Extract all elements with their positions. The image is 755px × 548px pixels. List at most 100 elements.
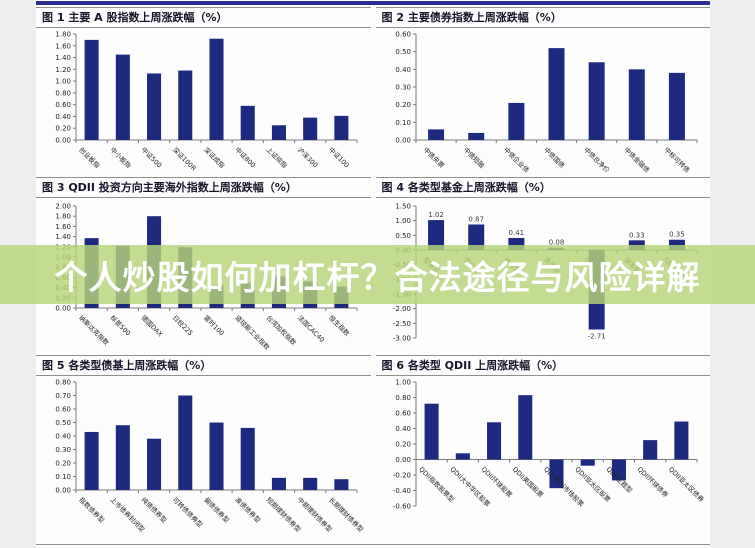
svg-text:可转债债券型: 可转债债券型 — [171, 495, 205, 529]
svg-text:中证800: 中证800 — [233, 145, 257, 169]
watermark-banner: 个人炒股如何加杠杆？合法途径与风险详解 — [0, 245, 755, 304]
svg-text:上证综指: 上证综指 — [265, 145, 290, 170]
figure-title-6: 图 6 各类型 QDII 上周涨跌幅（%） — [375, 355, 710, 376]
svg-text:指数债券型: 指数债券型 — [77, 495, 107, 525]
svg-text:标普500: 标普500 — [108, 313, 132, 337]
svg-text:1.00: 1.00 — [55, 78, 71, 86]
svg-text:1.50: 1.50 — [395, 203, 411, 211]
figure-title-3: 图 3 QDII 投资方向主要海外指数上周涨跌幅（%） — [36, 177, 371, 198]
svg-text:日经225: 日经225 — [171, 313, 195, 337]
svg-text:-0.40: -0.40 — [392, 487, 410, 495]
svg-text:-2.71: -2.71 — [587, 332, 605, 340]
svg-text:中债总净价: 中债总净价 — [582, 145, 612, 174]
svg-text:-2.00: -2.00 — [392, 305, 410, 313]
svg-text:0.40: 0.40 — [395, 66, 411, 74]
svg-text:0.30: 0.30 — [55, 446, 71, 454]
svg-text:中债短融: 中债短融 — [461, 145, 486, 170]
svg-text:德国DAX: 德国DAX — [140, 313, 166, 339]
svg-text:QDII美国股票: QDII美国股票 — [510, 465, 545, 500]
svg-text:0.41: 0.41 — [508, 229, 524, 237]
figure-title-5: 图 5 各类型债基上周涨跌幅（%） — [36, 355, 371, 376]
report-top-rule — [36, 1, 710, 5]
svg-text:-0.60: -0.60 — [392, 503, 410, 511]
svg-text:准债债券型: 准债债券型 — [233, 495, 263, 525]
svg-text:0.33: 0.33 — [628, 231, 644, 239]
svg-text:1.40: 1.40 — [55, 233, 71, 241]
svg-text:0.50: 0.50 — [395, 48, 411, 56]
svg-text:0.20: 0.20 — [55, 125, 71, 133]
svg-text:2.00: 2.00 — [55, 203, 71, 211]
svg-text:0.00: 0.00 — [395, 456, 411, 464]
svg-text:1.00: 1.00 — [395, 217, 411, 225]
svg-text:创业板指: 创业板指 — [77, 145, 102, 170]
svg-text:0.08: 0.08 — [548, 239, 564, 247]
svg-text:-3.00: -3.00 — [392, 335, 410, 343]
figure-panel-5: 图 5 各类型债基上周涨跌幅（%） 0.80 0.70 0.60 0.50 0.40 0.… — [36, 355, 371, 541]
svg-text:中证100: 中证100 — [327, 145, 351, 169]
svg-text:中债央票: 中债央票 — [421, 145, 446, 170]
figure-chart-2: 0.60 0.50 0.40 0.30 0.20 0.10 0.00 中债央票 中债短融 中债企业… — [376, 28, 711, 178]
svg-text:富时100: 富时100 — [202, 313, 226, 337]
figure-panel-6: 图 6 各类型 QDII 上周涨跌幅（%） 1.00 0.80 0.60 0.40 0.… — [375, 355, 711, 544]
svg-text:0.00: 0.00 — [55, 487, 71, 495]
figure-chart-5: 0.80 0.70 0.60 0.50 0.40 0.30 0.20 0.10 0.00 指数债券… — [36, 376, 371, 544]
svg-text:沪深300: 沪深300 — [296, 145, 320, 169]
svg-text:1.20: 1.20 — [55, 66, 71, 74]
svg-text:0.20: 0.20 — [55, 460, 71, 468]
svg-text:0.80: 0.80 — [55, 379, 71, 387]
svg-text:偏债债券型: 偏债债券型 — [202, 495, 232, 525]
svg-text:0.60: 0.60 — [395, 410, 411, 418]
svg-text:QDII亚太区债券: QDII亚太区债券 — [666, 465, 706, 505]
svg-text:0.60: 0.60 — [395, 31, 411, 39]
figure-chart-1: 1.80 1.60 1.40 1.20 1.00 0.80 0.60 0.40 0.20 0.00… — [36, 28, 371, 178]
svg-text:0.60: 0.60 — [55, 406, 71, 414]
figure-title-4: 图 4 各类型基金上周涨跌幅（%） — [375, 177, 710, 198]
svg-text:0.10: 0.10 — [55, 473, 71, 481]
svg-text:0.40: 0.40 — [55, 113, 71, 121]
svg-text:中债国债: 中债国债 — [542, 145, 567, 170]
svg-text:台湾加权指数: 台湾加权指数 — [265, 313, 299, 347]
svg-text:0.00: 0.00 — [395, 137, 411, 145]
figure-title-2: 图 2 主要债券指数上周涨跌幅（%） — [375, 7, 710, 28]
svg-text:纳斯达克指数: 纳斯达克指数 — [77, 313, 111, 347]
svg-text:0.40: 0.40 — [395, 425, 411, 433]
svg-text:0.00: 0.00 — [55, 305, 71, 313]
svg-text:中小板指: 中小板指 — [108, 145, 133, 170]
svg-text:纯债债券型: 纯债债券型 — [140, 495, 170, 525]
svg-text:0.80: 0.80 — [395, 394, 411, 402]
svg-text:1.02: 1.02 — [428, 211, 444, 219]
figure-panel-2: 图 2 主要债券指数上周涨跌幅（%） 0.60 0.50 0.40 0.30 0.20 0… — [375, 7, 711, 178]
svg-text:0.50: 0.50 — [55, 419, 71, 427]
svg-text:法国CAC40: 法国CAC40 — [296, 313, 327, 344]
svg-text:深证成指: 深证成指 — [202, 145, 227, 170]
svg-text:1.60: 1.60 — [55, 42, 71, 50]
svg-text:1.60: 1.60 — [55, 223, 71, 231]
svg-text:0.10: 0.10 — [395, 119, 411, 127]
svg-text:0.87: 0.87 — [468, 215, 484, 223]
figure-chart-6: 1.00 0.80 0.60 0.40 0.20 0.00 -0.20 -0.40 -0.60 Q… — [376, 376, 711, 544]
svg-text:-2.50: -2.50 — [392, 320, 410, 328]
report-bottom-rule — [36, 544, 710, 545]
svg-text:中债企业债: 中债企业债 — [501, 145, 531, 174]
svg-text:0.30: 0.30 — [395, 84, 411, 92]
svg-text:0.60: 0.60 — [55, 101, 71, 109]
svg-text:中债金融债: 中债金融债 — [622, 145, 652, 174]
svg-text:0.20: 0.20 — [395, 441, 411, 449]
svg-text:QDII环球债券: QDII环球债券 — [635, 465, 670, 500]
svg-text:0.00: 0.00 — [55, 137, 71, 145]
watermark-text: 个人炒股如何加杠杆？合法途径与风险详解 — [54, 257, 701, 297]
svg-text:中证500: 中证500 — [140, 145, 164, 169]
svg-text:0.40: 0.40 — [55, 433, 71, 441]
svg-text:1.40: 1.40 — [55, 54, 71, 62]
svg-text:-0.20: -0.20 — [392, 472, 410, 480]
svg-text:QDII环球股票: QDII环球股票 — [479, 465, 514, 500]
svg-text:0.35: 0.35 — [669, 231, 685, 239]
svg-text:0.20: 0.20 — [395, 101, 411, 109]
figure-title-1: 图 1 主要 A 股指数上周涨跌幅（%） — [36, 7, 371, 28]
svg-text:0.80: 0.80 — [55, 89, 71, 97]
svg-text:深证100R: 深证100R — [171, 145, 199, 173]
svg-text:中标可转债: 中标可转债 — [662, 145, 692, 174]
svg-text:0.50: 0.50 — [395, 232, 411, 240]
svg-text:0.70: 0.70 — [55, 392, 71, 400]
